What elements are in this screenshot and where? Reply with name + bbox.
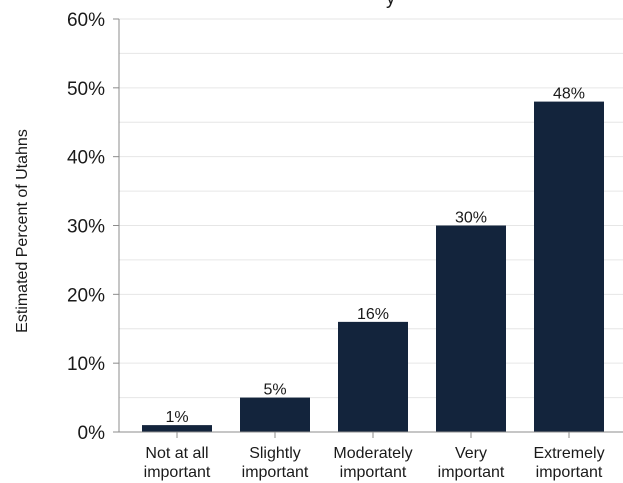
chart-title-fragment: y — [386, 0, 396, 9]
x-tick-label: Extremely — [533, 445, 604, 462]
bar — [142, 425, 212, 432]
x-tick-label: Moderately — [333, 445, 412, 462]
bars — [142, 101, 604, 432]
data-label: 16% — [357, 306, 389, 323]
y-tick-label: 30% — [67, 217, 105, 238]
x-tick-label: important — [536, 464, 603, 481]
x-tick-label: Slightly — [249, 445, 301, 462]
y-tick-label: 60% — [67, 10, 105, 31]
bar — [534, 101, 604, 432]
data-label: 30% — [455, 210, 487, 227]
y-tick-label: 40% — [67, 148, 105, 169]
data-label: 1% — [165, 409, 188, 426]
y-tick-label: 10% — [67, 354, 105, 375]
x-tick-label: Very — [455, 445, 487, 462]
y-tick-label: 0% — [78, 423, 106, 444]
y-tick-label: 20% — [67, 285, 105, 306]
y-axis-title: Estimated Percent of Utahns — [14, 129, 31, 333]
y-tick-label: 50% — [67, 79, 105, 100]
x-tick-label: important — [144, 464, 211, 481]
x-tick-label: Not at all — [145, 445, 208, 462]
data-label: 48% — [553, 86, 585, 103]
x-tick-labels: Not at all important Slightly important Mode… — [144, 432, 605, 481]
gridlines — [119, 18, 623, 399]
bar — [436, 225, 506, 432]
x-tick-label: important — [340, 464, 407, 481]
data-labels: 1% 5% 16% 30% 48% — [165, 86, 585, 427]
y-tick-labels: 0% 10% 20% 30% 40% 50% 60% — [67, 10, 119, 444]
bar — [338, 321, 408, 432]
x-tick-label: important — [438, 464, 505, 481]
bar — [240, 397, 310, 432]
data-label: 5% — [263, 382, 286, 399]
x-tick-label: important — [242, 464, 309, 481]
